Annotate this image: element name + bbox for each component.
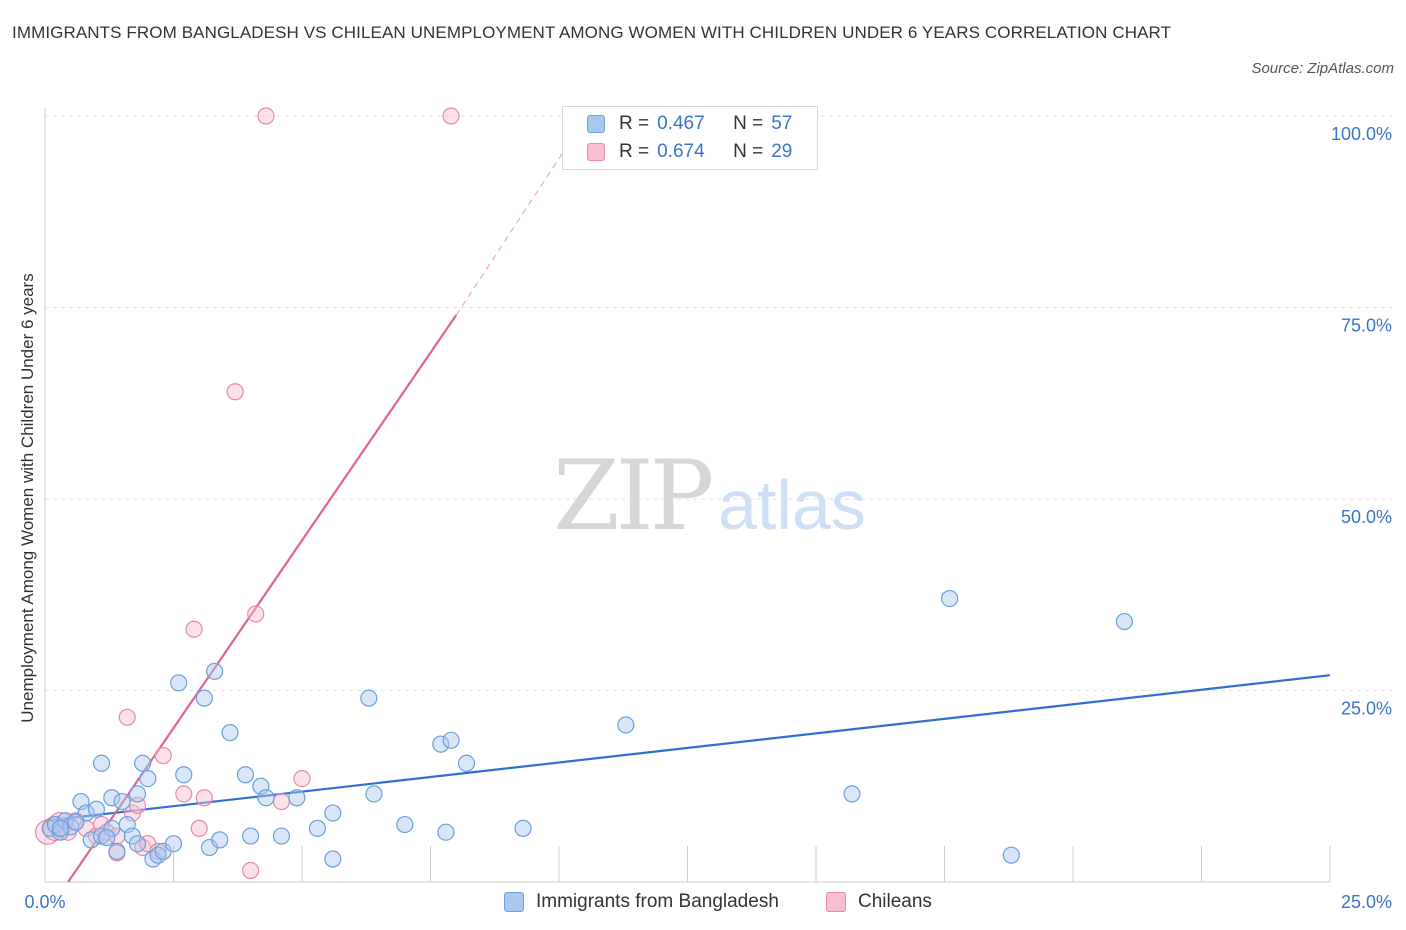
point-bangladesh — [1002, 846, 1020, 864]
point-bangladesh — [108, 842, 126, 860]
point-bangladesh — [360, 689, 378, 707]
point-chileans — [118, 708, 136, 726]
point-chileans — [175, 785, 193, 803]
point-bangladesh — [288, 789, 306, 807]
point-chileans — [190, 819, 208, 837]
point-bangladesh — [257, 789, 275, 807]
legend-item-chileans[interactable]: Chileans — [826, 888, 932, 916]
legend-r-value: 0.467 — [657, 113, 705, 134]
point-bangladesh — [92, 754, 111, 772]
legend-swatch-pink — [587, 143, 605, 161]
data-points — [34, 107, 1134, 880]
point-bangladesh — [170, 674, 188, 692]
point-bangladesh — [236, 766, 255, 784]
axes — [44, 108, 1331, 883]
watermark-zip: ZIP — [553, 440, 714, 552]
legend-label-bangladesh: Immigrants from Bangladesh — [536, 891, 779, 912]
point-bangladesh — [843, 785, 861, 803]
point-chileans — [442, 107, 460, 125]
point-bangladesh — [242, 827, 260, 845]
point-bangladesh — [442, 731, 460, 749]
point-chileans — [195, 789, 213, 807]
point-bangladesh — [139, 769, 157, 788]
y-tick-label: 100.0% — [1331, 124, 1392, 144]
legend-n-label: N = — [733, 113, 764, 134]
legend-swatch-pink — [826, 892, 846, 912]
chart-title: IMMIGRANTS FROM BANGLADESH VS CHILEAN UN… — [12, 23, 1172, 42]
trend-line-chileans-extension — [455, 142, 570, 316]
point-bangladesh — [514, 819, 532, 837]
point-bangladesh — [206, 662, 224, 680]
point-bangladesh — [67, 813, 85, 831]
legend-row-chileans: R = 0.674 N = 29 — [587, 139, 792, 165]
point-bangladesh — [51, 819, 70, 837]
point-chileans — [272, 792, 291, 811]
point-bangladesh — [617, 716, 635, 734]
point-bangladesh — [1115, 612, 1134, 631]
x-tick-label: 25.0% — [1341, 892, 1392, 912]
point-chileans — [247, 605, 265, 623]
legend-label-chileans: Chileans — [858, 891, 932, 912]
x-tick-label: 0.0% — [24, 892, 65, 912]
point-bangladesh — [272, 827, 291, 845]
point-bangladesh — [128, 835, 147, 853]
legend-n-value: 29 — [771, 141, 793, 162]
point-chileans — [293, 769, 311, 788]
point-bangladesh — [432, 735, 450, 753]
legend-r-label: R = — [619, 113, 650, 134]
point-bangladesh — [941, 589, 959, 608]
legend-swatch-blue — [587, 115, 605, 133]
point-bangladesh — [128, 785, 147, 803]
point-bangladesh — [324, 804, 342, 822]
grid-lines — [45, 115, 1392, 691]
point-bangladesh — [103, 789, 121, 807]
point-bangladesh — [175, 766, 193, 784]
point-bangladesh — [164, 835, 183, 853]
point-chileans — [154, 747, 172, 765]
point-chileans — [242, 861, 260, 880]
point-bangladesh — [98, 828, 116, 847]
point-bangladesh — [134, 754, 152, 772]
trend-line-bangladesh — [44, 674, 1331, 822]
point-chileans — [185, 620, 203, 638]
point-bangladesh — [365, 785, 383, 803]
legend-n-label: N = — [733, 141, 764, 162]
y-tick-label: 75.0% — [1341, 316, 1392, 336]
legend-swatch-blue — [504, 892, 524, 912]
point-bangladesh — [457, 754, 476, 772]
legend-row-bangladesh: R = 0.467 N = 57 — [587, 111, 792, 137]
legend-n-value: 57 — [771, 113, 793, 134]
legend-r-value: 0.674 — [657, 141, 705, 162]
point-bangladesh — [324, 850, 342, 868]
point-bangladesh — [437, 823, 455, 841]
point-bangladesh — [211, 831, 229, 849]
point-bangladesh — [113, 792, 131, 811]
point-chileans — [226, 383, 244, 401]
watermark-atlas: atlas — [718, 466, 866, 544]
y-tick-label: 25.0% — [1341, 699, 1392, 719]
point-bangladesh — [195, 689, 213, 707]
point-bangladesh — [308, 819, 327, 837]
point-bangladesh — [396, 815, 414, 834]
source-label: Source: ZipAtlas.com — [1251, 60, 1394, 77]
legend-item-bangladesh[interactable]: Immigrants from Bangladesh — [504, 888, 779, 916]
point-bangladesh — [221, 724, 239, 742]
tick-labels: 100.0% 75.0% 50.0% 25.0% 0.0% 25.0% — [24, 124, 1392, 912]
legend-r-label: R = — [619, 141, 650, 162]
stats-legend: R = 0.467 N = 57 R = 0.674 N = 29 — [562, 106, 818, 170]
y-tick-label: 50.0% — [1341, 507, 1392, 527]
point-bangladesh — [87, 800, 106, 818]
point-chileans — [257, 107, 275, 125]
